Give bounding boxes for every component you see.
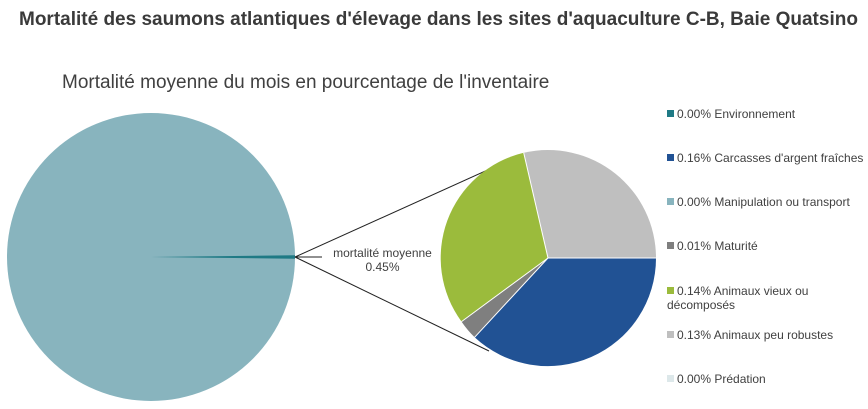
- main-pie-slice-mortality: [151, 255, 295, 259]
- legend-item-predation: 0.00% Prédation: [667, 372, 867, 386]
- legend-label: 0.13% Animaux peu robustes: [677, 328, 834, 342]
- secondary-slice-carcasses: [474, 258, 656, 367]
- chart-title: Mortalité des saumons atlantiques d'élev…: [19, 9, 858, 30]
- connector-line-bottom: [294, 256, 490, 352]
- legend-label: 0.16% Carcasses d'argent fraîches: [677, 151, 864, 165]
- legend-item-manipulation: 0.00% Manipulation ou transport: [667, 195, 867, 209]
- legend-label: 0.14% Animaux vieux ou décomposés: [667, 284, 809, 312]
- legend-item-carcasses: 0.16% Carcasses d'argent fraîches: [667, 151, 867, 165]
- legend-item-environnement: 0.00% Environnement: [667, 107, 867, 121]
- legend-swatch-icon: [667, 110, 674, 117]
- legend-swatch-icon: [667, 242, 674, 249]
- secondary-slice-maturite: [461, 258, 548, 338]
- legend-swatch-icon: [667, 198, 674, 205]
- secondary-slice-animaux-vieux: [440, 152, 548, 322]
- secondary-slice-animaux-peu-robustes: [523, 150, 656, 258]
- legend-label: 0.00% Environnement: [677, 107, 796, 121]
- mortality-label-value: 0.45%: [365, 260, 400, 274]
- legend-item-animaux-vieux: 0.14% Animaux vieux ou décomposés: [667, 284, 867, 312]
- chart-subtitle: Mortalité moyenne du mois en pourcentage…: [62, 72, 550, 93]
- legend-swatch-icon: [667, 287, 674, 294]
- legend-item-animaux-peu-robustes: 0.13% Animaux peu robustes: [667, 328, 867, 342]
- legend-swatch-icon: [667, 375, 674, 382]
- legend-swatch-icon: [667, 154, 674, 161]
- legend-item-maturite: 0.01% Maturité: [667, 239, 867, 253]
- legend-label: 0.00% Prédation: [677, 372, 766, 386]
- mortality-average-label: mortalité moyenne 0.45%: [320, 246, 445, 274]
- legend-label: 0.01% Maturité: [677, 239, 758, 253]
- legend-label: 0.00% Manipulation ou transport: [677, 195, 850, 209]
- legend-swatch-icon: [667, 331, 674, 338]
- mortality-label-text: mortalité moyenne: [333, 246, 432, 260]
